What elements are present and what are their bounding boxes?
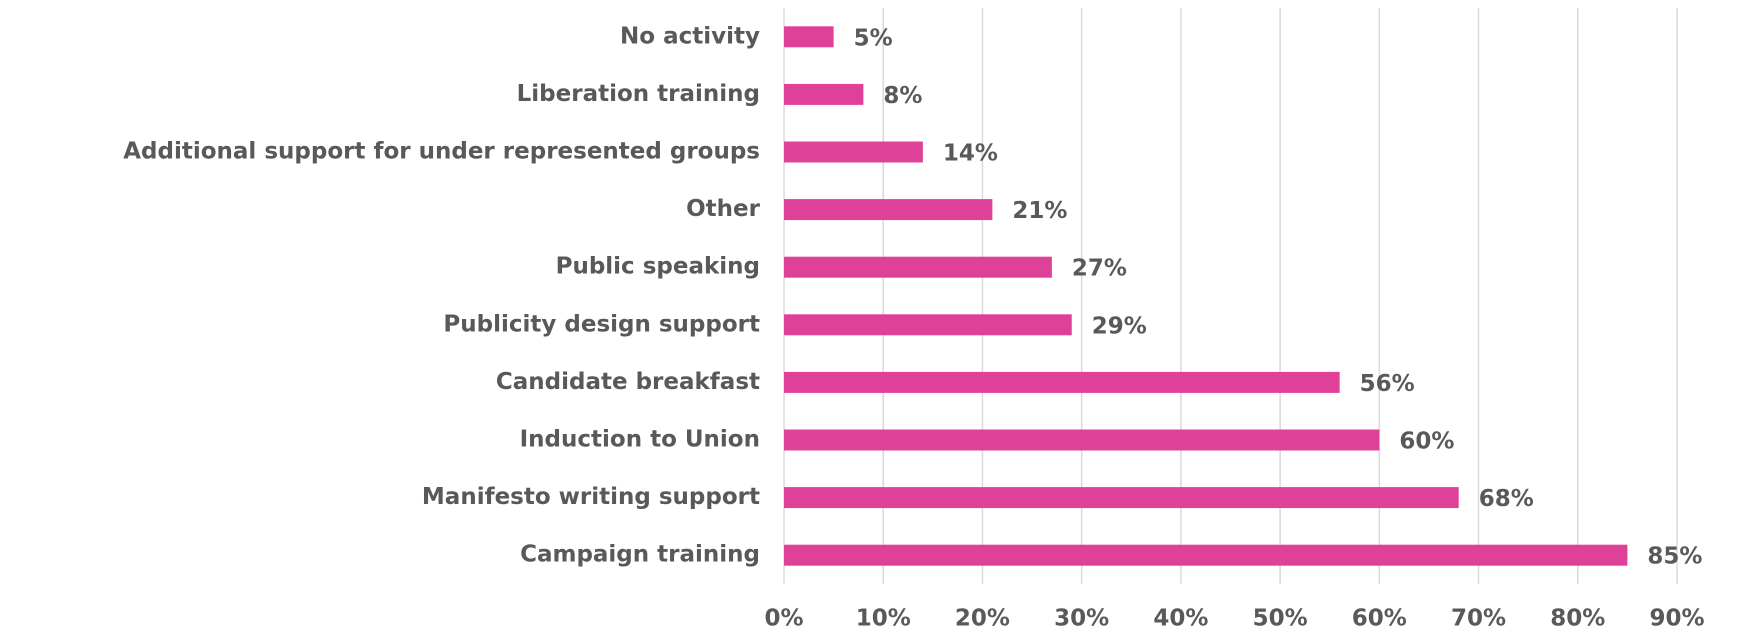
bar <box>784 544 1628 566</box>
y-tick-label: Liberation training <box>517 81 760 107</box>
bar <box>784 429 1380 451</box>
y-tick-label: Campaign training <box>520 542 760 568</box>
x-tick-label: 50% <box>1253 606 1308 631</box>
x-tick-label: 40% <box>1153 606 1208 631</box>
y-tick-label: Additional support for under represented… <box>123 139 760 165</box>
y-tick-label: Induction to Union <box>520 427 760 453</box>
bar <box>784 487 1459 509</box>
data-label: 68% <box>1479 486 1534 512</box>
data-label: 27% <box>1072 256 1127 282</box>
data-label: 60% <box>1399 429 1454 455</box>
bar <box>784 314 1072 336</box>
data-label: 14% <box>943 141 998 167</box>
bar <box>784 26 834 48</box>
y-tick-label: No activity <box>620 23 760 49</box>
bar <box>784 256 1052 278</box>
x-tick-label: 0% <box>764 606 803 631</box>
y-tick-label: Other <box>686 196 761 222</box>
y-tick-label: Publicity design support <box>443 311 760 337</box>
x-tick-label: 90% <box>1649 606 1704 631</box>
bar <box>784 199 993 221</box>
bar <box>784 371 1340 393</box>
bar <box>784 83 864 105</box>
x-tick-label: 30% <box>1054 606 1109 631</box>
bar <box>784 141 923 163</box>
data-label: 85% <box>1647 544 1702 570</box>
y-tick-label: Manifesto writing support <box>422 484 760 510</box>
x-tick-label: 60% <box>1352 606 1407 631</box>
y-tick-label: Public speaking <box>556 254 760 280</box>
data-label: 21% <box>1012 198 1067 224</box>
data-label: 8% <box>883 83 922 109</box>
data-label: 29% <box>1092 313 1147 339</box>
x-tick-label: 10% <box>856 606 911 631</box>
y-tick-label: Candidate breakfast <box>496 369 760 395</box>
x-tick-label: 20% <box>955 606 1010 631</box>
x-tick-label: 80% <box>1550 606 1605 631</box>
data-label: 56% <box>1360 371 1415 397</box>
x-tick-label: 70% <box>1451 606 1506 631</box>
data-label: 5% <box>854 25 893 51</box>
